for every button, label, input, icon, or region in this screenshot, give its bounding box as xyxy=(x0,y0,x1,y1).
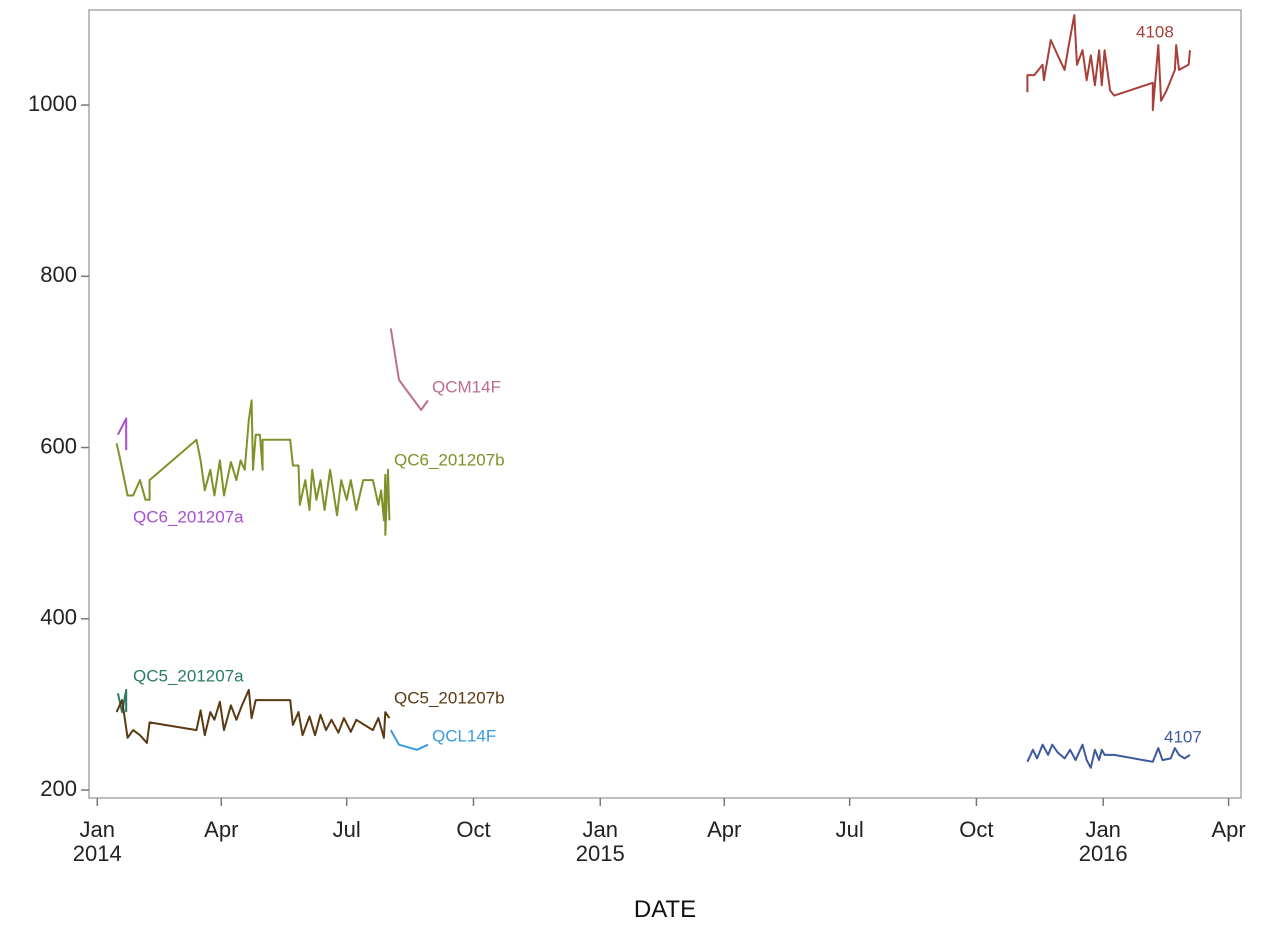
series-line xyxy=(115,688,391,744)
series-line xyxy=(389,729,429,751)
y-tick-label: 800 xyxy=(40,262,77,287)
x-tick-label: Apr xyxy=(707,817,742,842)
series-label: 4107 xyxy=(1164,727,1202,746)
x-axis-title: DATE xyxy=(633,896,697,923)
series-label: 4108 xyxy=(1136,22,1174,41)
y-tick-label: 400 xyxy=(40,605,77,630)
x-tick-label: Oct xyxy=(959,817,994,842)
x-tick-label: Apr xyxy=(204,817,239,842)
series-line xyxy=(1026,743,1191,769)
x-tick-label: Oct xyxy=(456,817,491,842)
series-label: QC5_201207b xyxy=(394,688,505,707)
series-line xyxy=(1026,14,1191,112)
y-tick-label: 600 xyxy=(40,433,77,458)
x-tick-label: Jan 2016 xyxy=(1078,817,1128,866)
plot-frame xyxy=(88,9,1242,799)
series-line xyxy=(389,328,429,411)
series-line xyxy=(115,399,391,536)
series-label: QCL14F xyxy=(432,726,496,745)
x-tick-label: Jan 2014 xyxy=(72,817,122,866)
series-label: QC6_201207a xyxy=(133,507,244,526)
series-label: QC6_201207b xyxy=(394,450,505,469)
x-tick-label: Apr xyxy=(1211,817,1246,842)
x-tick-label: Jan 2015 xyxy=(575,817,625,866)
series-label: QC5_201207a xyxy=(133,666,244,685)
x-tick-label: Jul xyxy=(835,817,864,842)
y-tick-label: 200 xyxy=(40,776,77,801)
series-line xyxy=(117,417,128,451)
series-label: QCM14F xyxy=(432,377,501,396)
y-tick-label: 1000 xyxy=(28,91,77,116)
x-tick-label: Jul xyxy=(332,817,361,842)
